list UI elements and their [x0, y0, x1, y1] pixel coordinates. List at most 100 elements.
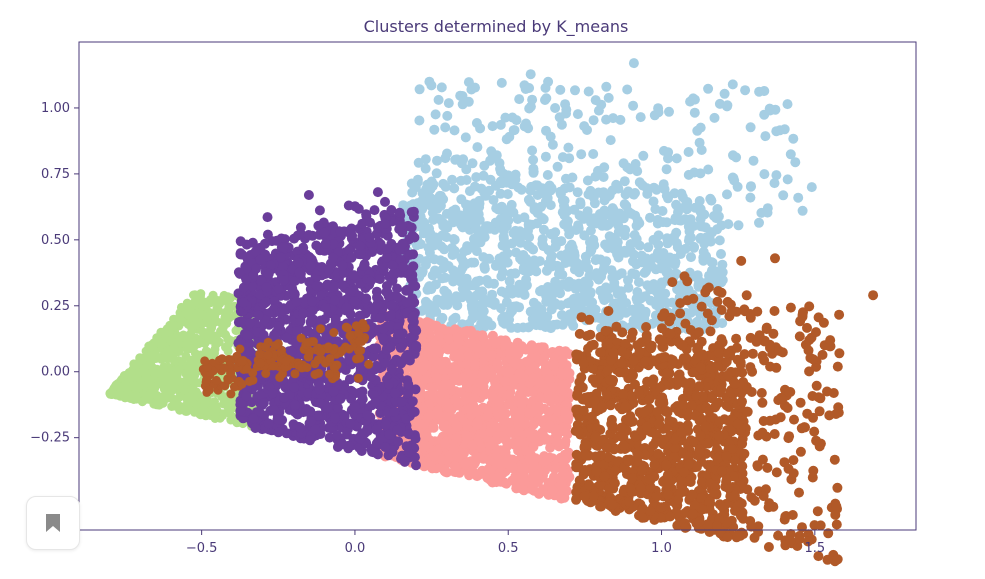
scatter-point	[433, 94, 444, 105]
scatter-point	[663, 153, 673, 164]
scatter-point	[436, 82, 447, 93]
scatter-point	[504, 366, 515, 377]
scatter-point	[559, 455, 570, 466]
scatter-point	[409, 406, 420, 417]
scatter-point	[439, 466, 450, 477]
scatter-point	[187, 384, 197, 394]
scatter-point	[608, 272, 618, 283]
scatter-point	[183, 305, 193, 315]
scatter-point	[547, 139, 558, 150]
scatter-point	[165, 336, 175, 346]
scatter-point	[550, 103, 561, 113]
scatter-point	[556, 369, 567, 380]
scatter-point	[515, 253, 526, 264]
scatter-point	[653, 103, 664, 114]
scatter-point	[508, 125, 519, 136]
scatter-point	[628, 256, 638, 267]
scatter-point	[462, 219, 473, 230]
scatter-point	[372, 187, 383, 198]
scatter-point	[760, 131, 771, 142]
scatter-point	[372, 292, 382, 303]
scatter-point	[670, 213, 681, 224]
scatter-point	[303, 190, 314, 200]
scatter-point	[224, 295, 234, 305]
scatter-point	[273, 321, 284, 332]
scatter-point	[545, 200, 556, 211]
scatter-point	[432, 406, 443, 417]
chart-title: Clusters determined by K_means	[364, 17, 629, 37]
scatter-point	[550, 242, 561, 252]
scatter-point	[450, 463, 461, 474]
scatter-point	[528, 154, 539, 165]
scatter-point	[722, 189, 732, 200]
scatter-point	[585, 225, 596, 236]
scatter-point	[350, 402, 361, 413]
scatter-point	[345, 418, 356, 429]
scatter-point	[527, 94, 538, 105]
scatter-point	[540, 82, 551, 93]
scatter-point	[437, 312, 448, 323]
scatter-point	[511, 483, 522, 494]
scatter-point	[701, 232, 712, 243]
scatter-point	[686, 252, 696, 263]
scatter-point	[515, 382, 526, 393]
scatter-point	[519, 80, 530, 91]
scatter-point	[501, 134, 512, 145]
scatter-point	[452, 154, 462, 165]
scatter-point	[210, 344, 220, 354]
scatter-point	[477, 287, 488, 298]
scatter-point	[251, 263, 261, 274]
scatter-point	[263, 268, 274, 279]
scatter-point	[319, 314, 330, 325]
scatter-point	[265, 260, 276, 271]
scatter-point	[695, 168, 706, 179]
scatter-point	[244, 318, 255, 329]
scatter-point	[716, 249, 726, 259]
scatter-point	[422, 317, 432, 328]
scatter-point	[727, 79, 738, 90]
scatter-point	[740, 85, 751, 96]
scatter-point	[564, 182, 575, 193]
scatter-point	[255, 254, 266, 265]
scatter-point	[206, 325, 216, 335]
scatter-point	[524, 103, 535, 114]
scatter-point	[683, 147, 694, 157]
scatter-point	[319, 227, 330, 238]
scatter-point	[543, 406, 554, 417]
scatter-point	[261, 282, 272, 293]
scatter-point	[443, 98, 454, 109]
scatter-point	[223, 334, 233, 344]
scatter-point	[330, 314, 341, 325]
scatter-point	[467, 158, 478, 169]
scatter-point	[502, 339, 513, 350]
scatter-point	[530, 404, 541, 415]
scatter-point	[484, 223, 495, 234]
scatter-point	[628, 100, 639, 111]
scatter-point	[622, 84, 633, 95]
scatter-point	[429, 124, 440, 135]
scatter-point	[181, 406, 191, 416]
scatter-point	[689, 107, 700, 118]
scatter-point	[540, 95, 550, 105]
scatter-point	[487, 121, 498, 132]
scatter-point	[579, 121, 590, 132]
scatter-point	[396, 358, 406, 369]
scatter-point	[401, 441, 412, 452]
scatter-point	[175, 332, 185, 342]
scatter-point	[450, 394, 461, 405]
scatter-point	[406, 207, 417, 218]
scatter-point	[469, 359, 480, 370]
scatter-point	[209, 297, 219, 307]
scatter-point	[464, 186, 475, 197]
scatter-point	[496, 201, 507, 212]
scatter-point	[398, 261, 409, 272]
scatter-point	[778, 190, 789, 201]
scatter-point	[790, 157, 801, 168]
scatter-point	[471, 451, 482, 462]
scatter-point	[305, 260, 316, 271]
scatter-point	[201, 399, 211, 408]
scatter-point	[414, 115, 425, 126]
scatter-point	[564, 229, 575, 240]
scatter-point	[603, 92, 614, 103]
